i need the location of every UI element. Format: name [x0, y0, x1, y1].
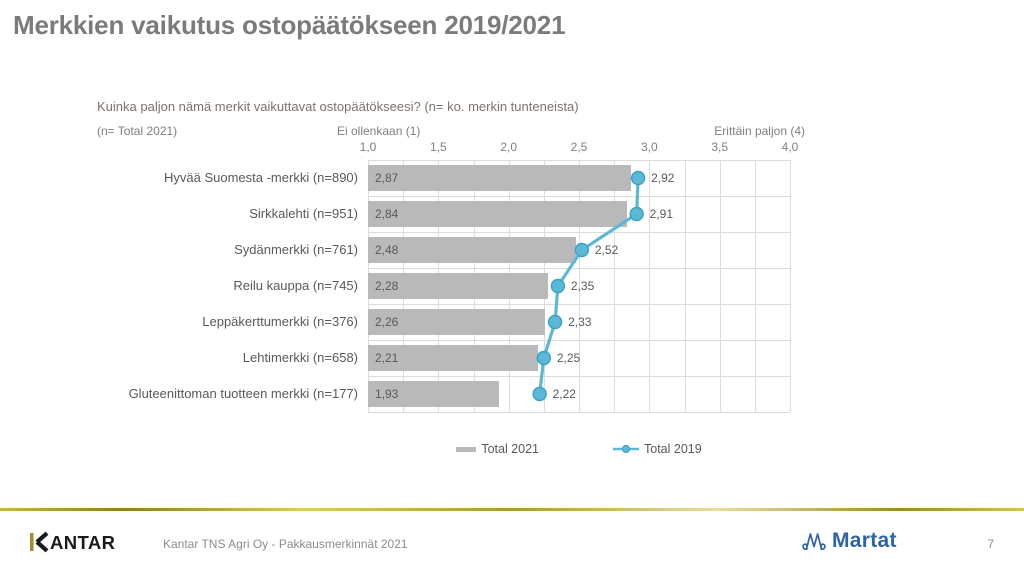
legend-item-total-2019: Total 2019: [613, 442, 702, 456]
bar-value-label: 1,93: [375, 387, 399, 401]
line-series: [532, 170, 646, 402]
horizontal-gridline: [368, 412, 790, 413]
line-value-label: 2,25: [556, 351, 581, 365]
bar-value-label: 2,28: [375, 279, 399, 293]
line-value-label: 2,22: [552, 387, 576, 401]
chart-question: Kuinka paljon nämä merkit vaikuttavat os…: [97, 99, 579, 114]
line-marker: [550, 278, 566, 294]
martat-logo: Martat: [800, 527, 897, 555]
horizontal-gridline: [368, 340, 790, 341]
category-label: Leppäkerttumerkki (n=376): [202, 314, 358, 329]
bar: 2,84: [368, 201, 627, 227]
line-value-label: 2,52: [594, 243, 619, 257]
martat-monogram-icon: [800, 527, 828, 555]
bar-value-label: 2,48: [375, 243, 399, 257]
line-marker: [629, 206, 644, 222]
martat-logo-text: Martat: [832, 529, 897, 552]
vertical-gridline: [684, 160, 686, 412]
bar-swatch-icon: [456, 446, 477, 452]
kantar-k-gold-stem: [30, 533, 34, 551]
base-label: (n= Total 2021): [97, 124, 178, 138]
bar: 1,93: [368, 381, 499, 407]
footer-divider-gold-line: [0, 508, 1024, 511]
legend-item-total-2021: Total 2021: [456, 442, 539, 456]
line-value-label: 2,92: [651, 171, 675, 185]
x-tick-label: 1,0: [359, 140, 377, 154]
horizontal-gridline: [368, 196, 790, 197]
bar-value-label: 2,21: [375, 351, 399, 365]
horizontal-gridline: [368, 232, 790, 233]
category-label: Sirkkalehti (n=951): [249, 206, 358, 221]
category-label: Gluteenittoman tuotteen merkki (n=177): [128, 386, 358, 401]
line-marker: [574, 242, 590, 258]
vertical-gridline: [614, 160, 616, 412]
plot-area: 2,87 2,84 2,48 2,28 2,26 2,21 1,93 2,92 2,91 2,52…: [368, 160, 791, 413]
x-tick-label: 4,0: [781, 140, 799, 154]
page-title: Merkkien vaikutus ostopäätökseen 2019/20…: [13, 10, 566, 40]
x-tick-label: 3,0: [640, 140, 658, 154]
chart-legend: Total 2021 Total 2019: [368, 440, 790, 458]
line-value-label: 2,91: [649, 207, 674, 221]
line-value-label: 2,33: [568, 315, 592, 329]
bar-value-label: 2,84: [375, 207, 399, 221]
x-tick-label: 3,5: [711, 140, 728, 154]
horizontal-gridline: [368, 304, 790, 305]
vertical-gridline: [790, 160, 791, 412]
bar: 2,48: [368, 237, 577, 263]
category-label: Reilu kauppa (n=745): [233, 278, 358, 293]
line-marker: [630, 170, 646, 186]
bar-value-label: 2,87: [375, 171, 399, 185]
legend-label: Total 2021: [481, 442, 539, 456]
category-label: Sydänmerkki (n=761): [234, 242, 358, 257]
horizontal-gridline: [368, 268, 790, 269]
bar: 2,26: [368, 309, 546, 335]
line-marker: [536, 350, 552, 366]
vertical-gridline: [754, 160, 756, 412]
x-tick-label: 1,5: [429, 140, 447, 154]
line-value-label: 2,35: [570, 279, 595, 293]
x-axis-ticks: 1,0 1,5 2,0 2,5 3,0 3,5 4,0: [360, 140, 799, 156]
vertical-gridline: [649, 160, 651, 412]
svg-text:ANTAR: ANTAR: [50, 532, 115, 553]
category-label: Lehtimerkki (n=658): [242, 350, 358, 365]
vertical-gridline: [719, 160, 721, 412]
horizontal-gridline: [368, 376, 790, 377]
footer-source-text: Kantar TNS Agri Oy - Pakkausmerkinnät 20…: [163, 537, 408, 551]
scale-min-label: Ei ollenkaan (1): [337, 124, 421, 138]
page-number: 7: [987, 537, 994, 551]
horizontal-gridline: [368, 160, 790, 161]
bar-value-label: 2,26: [375, 315, 399, 329]
category-labels: Hyvää Suomesta -merkki (n=890) Sirkkaleht…: [60, 160, 358, 412]
bar: 2,87: [368, 165, 632, 191]
category-label: Hyvää Suomesta -merkki (n=890): [164, 170, 358, 185]
bar: 2,21: [368, 345, 539, 371]
kantar-logo: ANTAR: [30, 531, 128, 553]
x-tick-label: 2,5: [570, 140, 588, 154]
vertical-gridline: [579, 160, 580, 412]
scale-max-label: Erittäin paljon (4): [714, 124, 805, 138]
line-marker: [532, 386, 547, 402]
line-swatch-icon: [613, 443, 639, 455]
x-tick-label: 2,0: [500, 140, 517, 154]
line-marker: [547, 314, 563, 330]
legend-label: Total 2019: [644, 442, 702, 456]
bar: 2,28: [368, 273, 549, 299]
